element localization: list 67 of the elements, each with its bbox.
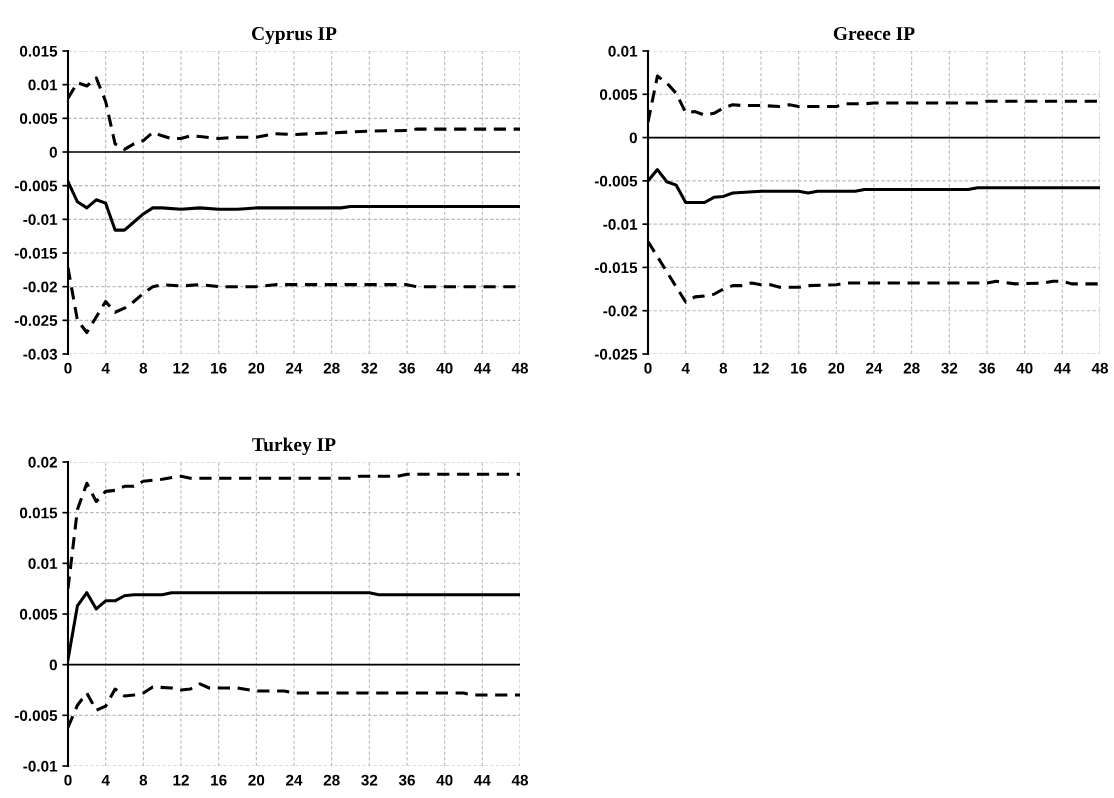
y-tick-label: -0.01 [23,760,58,772]
y-tick-label: -0.015 [14,247,58,259]
x-tick-label: 36 [978,362,995,374]
chart-title: Turkey IP [252,437,336,456]
x-tick-label: 4 [101,362,110,374]
x-tick-label: 36 [398,362,415,374]
y-tick-label: -0.005 [14,710,58,722]
y-tick-label: 0.005 [599,89,638,100]
x-tick-label: 12 [173,362,189,374]
x-tick-label: 20 [248,362,265,374]
y-tick-label: 0 [49,146,57,158]
x-tick-label: 0 [64,362,72,374]
y-tick-label: 0.01 [28,79,58,91]
y-tick-label: -0.01 [23,214,58,226]
x-tick-label: 28 [903,362,920,374]
chart-title: Greece IP [833,27,915,41]
x-tick-label: 28 [323,774,340,786]
x-tick-label: 8 [719,362,728,374]
x-tick-label: 32 [941,362,958,374]
x-tick-label: 40 [436,362,453,374]
y-tick-label: 0 [49,659,57,671]
x-tick-label: 40 [436,774,453,786]
x-tick-label: 48 [1091,362,1109,374]
y-tick-label: -0.02 [603,305,637,317]
x-tick-label: 36 [398,774,415,786]
x-tick-label: 32 [361,362,378,374]
y-tick-label: -0.03 [23,348,58,360]
y-tick-label: -0.025 [594,348,638,360]
x-tick-label: 20 [828,362,845,374]
x-tick-label: 48 [511,362,529,374]
x-tick-label: 12 [173,774,189,786]
y-tick-label: -0.015 [594,262,638,274]
x-tick-label: 16 [211,362,227,374]
x-tick-label: 12 [753,362,769,374]
y-tick-label: 0.005 [19,608,58,620]
x-tick-label: 44 [474,774,491,786]
x-tick-label: 24 [866,362,883,374]
y-tick-label: 0.015 [19,45,58,57]
x-tick-label: 8 [139,362,148,374]
x-tick-label: 16 [211,774,227,786]
y-tick-label: -0.01 [603,219,638,230]
x-tick-label: 24 [286,362,303,374]
x-tick-label: 4 [101,774,110,786]
y-tick-label: -0.005 [594,175,638,187]
x-tick-label: 16 [791,362,807,374]
x-tick-label: 4 [681,362,690,374]
y-tick-label: 0.005 [19,113,58,125]
y-tick-label: 0.015 [19,507,58,519]
y-tick-label: -0.025 [14,315,58,327]
x-tick-label: 32 [361,774,378,786]
y-tick-label: 0.01 [28,558,58,570]
x-tick-label: 24 [286,774,303,786]
y-tick-label: 0.02 [28,456,57,468]
x-tick-label: 0 [644,362,652,374]
x-tick-label: 40 [1016,362,1033,374]
x-tick-label: 44 [474,362,491,374]
x-tick-label: 8 [139,774,148,786]
x-tick-label: 0 [64,774,72,786]
y-tick-label: 0.01 [608,45,638,57]
chart-title: Cyprus IP [252,27,337,45]
x-tick-label: 48 [511,774,529,786]
x-tick-label: 20 [248,774,265,786]
x-tick-label: 44 [1054,362,1071,374]
y-tick-label: -0.02 [23,281,57,293]
y-tick-label: -0.005 [14,180,58,192]
y-tick-label: 0 [629,132,637,144]
x-tick-label: 28 [323,362,340,374]
